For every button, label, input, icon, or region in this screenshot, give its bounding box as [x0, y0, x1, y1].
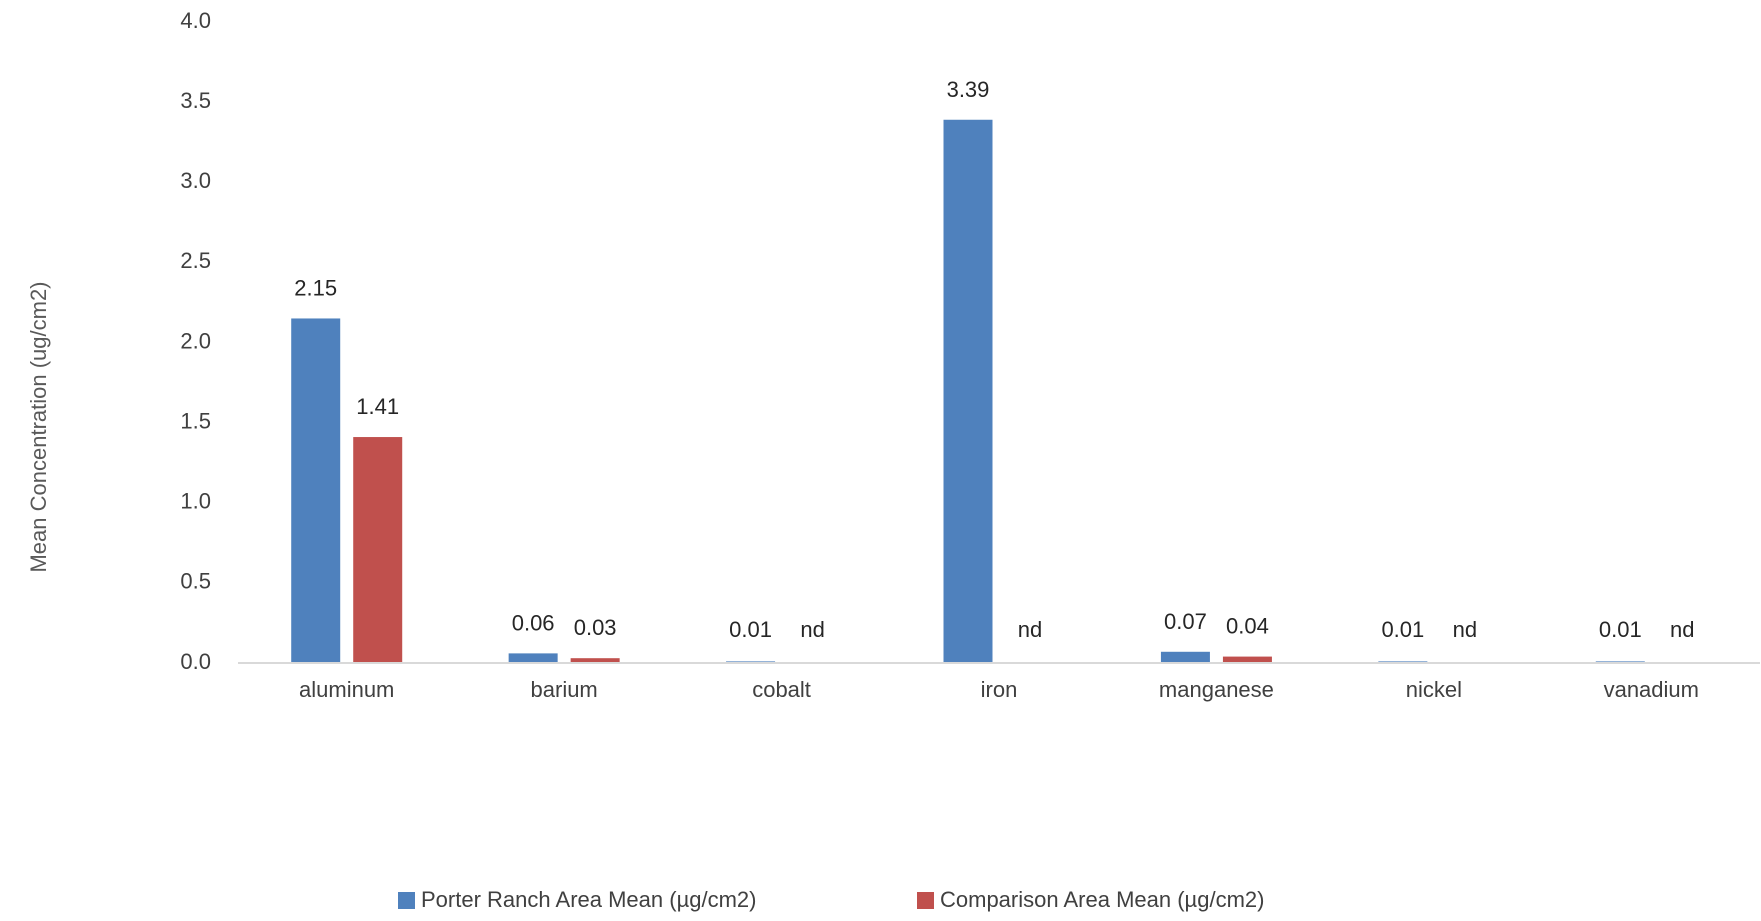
data-label: 0.04: [1226, 614, 1269, 639]
bar-comparison-aluminum: [353, 437, 403, 663]
bar-comparison-barium: [570, 658, 620, 663]
data-label: nd: [800, 617, 824, 642]
x-category-label: iron: [981, 677, 1018, 702]
y-axis-title: Mean Concentration (ug/cm2): [26, 281, 51, 572]
bar-porter-ranch-iron: [943, 119, 993, 663]
data-label: 1.41: [356, 394, 399, 419]
bars: [291, 119, 1645, 663]
y-tick-label: 1.5: [180, 408, 211, 433]
y-tick-label: 3.0: [180, 168, 211, 193]
data-labels: 2.15 1.41 0.06 0.03 0.01 nd 3.39 nd 0.07 0.04 0.01…: [294, 77, 1694, 642]
data-label: 3.39: [947, 77, 990, 102]
x-category-label: cobalt: [752, 677, 811, 702]
data-label: 0.01: [729, 617, 772, 642]
data-label: nd: [1453, 617, 1477, 642]
y-tick-label: 0.0: [180, 649, 211, 674]
data-label: 0.06: [512, 610, 555, 635]
bar-porter-ranch-aluminum: [291, 318, 341, 663]
legend-swatch: [917, 892, 934, 909]
data-label: 0.03: [574, 615, 617, 640]
data-label: 2.15: [294, 275, 337, 300]
y-tick-label: 0.5: [180, 569, 211, 594]
x-category-label: nickel: [1406, 677, 1462, 702]
data-label: 0.01: [1381, 617, 1424, 642]
legend-label: Porter Ranch Area Mean (µg/cm2): [421, 887, 756, 912]
y-tick-label: 2.0: [180, 328, 211, 353]
x-category-label: barium: [531, 677, 598, 702]
x-axis-category-labels: aluminum barium cobalt iron manganese nickel v…: [299, 677, 1699, 702]
y-tick-label: 4.0: [180, 8, 211, 33]
data-label: nd: [1018, 617, 1042, 642]
data-label: 0.01: [1599, 617, 1642, 642]
data-label: 0.07: [1164, 609, 1207, 634]
legend: Porter Ranch Area Mean (µg/cm2) Compariso…: [398, 887, 1264, 912]
legend-label: Comparison Area Mean (µg/cm2): [940, 887, 1264, 912]
bar-porter-ranch-manganese: [1160, 651, 1210, 663]
y-tick-label: 1.0: [180, 489, 211, 514]
x-category-label: manganese: [1159, 677, 1274, 702]
y-axis-ticks: 0.0 0.5 1.0 1.5 2.0 2.5 3.0 3.5 4.0: [180, 8, 211, 674]
bar-comparison-manganese: [1222, 656, 1272, 663]
x-category-label: aluminum: [299, 677, 394, 702]
bar-porter-ranch-barium: [508, 653, 558, 663]
x-category-label: vanadium: [1604, 677, 1699, 702]
y-tick-label: 3.5: [180, 88, 211, 113]
legend-swatch: [398, 892, 415, 909]
data-label: nd: [1670, 617, 1694, 642]
y-tick-label: 2.5: [180, 248, 211, 273]
